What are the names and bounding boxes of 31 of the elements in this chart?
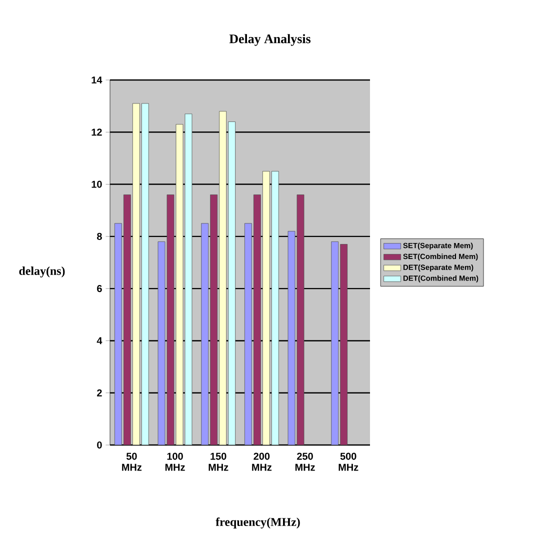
y-tick-label: 6: [97, 285, 102, 292]
y-tick-label: 2: [97, 389, 102, 396]
y-tick-label: 0: [97, 441, 102, 449]
x-tick-label: 500 MHz: [338, 452, 358, 471]
y-tick-label: 12: [92, 128, 102, 136]
bar: [210, 194, 218, 445]
y-axis-title: delay(ns): [19, 266, 65, 278]
y-tick-label: 10: [92, 180, 102, 188]
y-tick-label: 8: [97, 232, 102, 240]
bar: [271, 171, 279, 445]
x-tick-label: 200 MHz: [252, 452, 272, 471]
bar: [219, 111, 227, 445]
x-tick-label: 100 MHz: [165, 452, 185, 471]
bar: [141, 103, 149, 445]
bar: [228, 122, 236, 445]
x-tick-label: 250 MHz: [295, 452, 315, 471]
bar: [262, 171, 270, 445]
bar: [253, 194, 261, 445]
chart-title: Delay Analysis: [229, 34, 311, 46]
x-axis-title: frequency(MHz): [216, 518, 300, 528]
bar: [132, 103, 140, 445]
bar: [340, 244, 348, 445]
bar: [244, 223, 252, 445]
bar: [114, 223, 122, 445]
x-tick-label: 150 MHz: [208, 452, 228, 471]
bar: [123, 194, 131, 445]
bar: [331, 241, 339, 445]
x-tick-label: 50 MHz: [122, 452, 142, 471]
y-tick-label: 14: [92, 76, 102, 84]
bar: [201, 223, 209, 445]
y-tick-label: 4: [96, 337, 102, 344]
